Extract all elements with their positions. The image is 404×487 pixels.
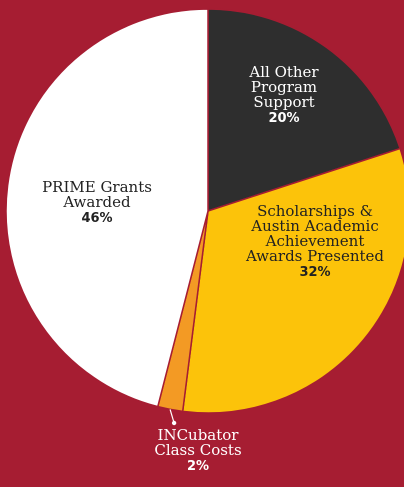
slice-label-line: PRIME Grants [42, 178, 152, 196]
slice-label-line: INCubator [158, 426, 240, 444]
slice-label-line: Awarded [62, 193, 131, 211]
pie-slices [5, 8, 404, 414]
slice-label-line: Scholarships & [257, 202, 373, 220]
slice-label-line: Achievement [265, 232, 365, 250]
pie-slice-scholarships-austin-academic-achievement-awards-presented [181, 147, 404, 414]
slice-label-line: Austin Academic [250, 217, 379, 235]
leader-line [169, 409, 175, 424]
pie-slice-prime-grants-awarded [5, 8, 209, 408]
slice-label-line: Support [253, 93, 314, 111]
pie-slice-all-other-program-support [207, 8, 402, 213]
slice-percent-label: 2% [187, 459, 209, 474]
slice-percent-label: 46% [81, 211, 112, 226]
leader-lines [169, 409, 177, 426]
slice-percent-label: 20% [268, 111, 299, 126]
slice-label-line: All Other [248, 63, 319, 81]
slice-label-line: Program [251, 78, 317, 96]
slice-label-line: Awards Presented [245, 247, 384, 265]
leader-dot [171, 420, 177, 426]
slice-percent-label: 32% [299, 265, 330, 280]
slice-label-line: Class Costs [154, 441, 241, 459]
slice-label-scholarships-austin-academic-achievement-awards-presented: Scholarships &Austin AcademicAchievement… [245, 202, 384, 280]
